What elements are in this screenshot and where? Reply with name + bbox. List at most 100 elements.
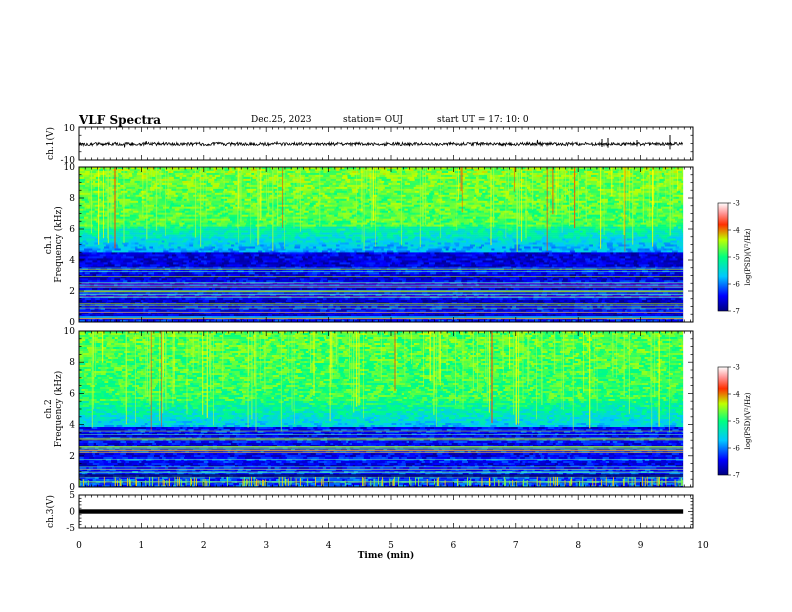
psd-cell	[289, 177, 293, 179]
psd-cell	[431, 225, 434, 227]
psd-cell	[287, 219, 293, 221]
psd-cell	[381, 197, 385, 199]
psd-cell	[499, 227, 503, 229]
psd-cell	[508, 211, 513, 213]
psd-cell	[569, 229, 573, 231]
psd-cell	[307, 227, 312, 229]
psd-cell	[408, 209, 412, 211]
psd-cell	[131, 183, 138, 185]
psd-cell	[613, 169, 617, 171]
psd-cell	[323, 213, 330, 215]
psd-cell	[342, 203, 347, 205]
psd-cell	[447, 229, 450, 231]
psd-cell	[149, 197, 153, 199]
psd-cell	[309, 177, 313, 179]
psd-cell	[604, 197, 610, 199]
psd-cell	[477, 171, 483, 173]
psd-cell	[269, 203, 272, 205]
psd-cell	[120, 203, 123, 205]
psd-cell	[228, 187, 232, 189]
psd-cell	[455, 209, 459, 211]
psd-cell	[87, 225, 91, 227]
psd-cell	[637, 179, 642, 181]
psd-cell	[400, 191, 404, 193]
psd-cell	[427, 215, 433, 217]
psd-cell	[126, 209, 131, 211]
psd-cell	[79, 211, 84, 213]
psd-cell	[391, 233, 398, 235]
psd-cell	[332, 185, 336, 187]
psd-cell	[175, 209, 180, 211]
psd-cell	[609, 215, 614, 217]
psd-cell	[241, 229, 244, 231]
psd-cell	[358, 191, 364, 193]
psd-cell	[630, 211, 637, 213]
psd-cell	[543, 229, 547, 231]
psd-cell	[542, 219, 546, 221]
psd-cell	[435, 209, 441, 211]
psd-cell	[416, 183, 423, 185]
psd-cell	[204, 219, 211, 221]
psd-cell	[500, 209, 506, 211]
psd-cell	[611, 227, 617, 229]
psd-cell	[281, 225, 288, 227]
psd-cell	[111, 225, 117, 227]
psd-cell	[492, 223, 498, 225]
psd-cell	[406, 193, 409, 195]
psd-cell	[501, 169, 505, 171]
psd-cell	[524, 181, 531, 183]
psd-cell	[278, 175, 283, 177]
psd-cell	[428, 201, 434, 203]
psd-cell	[608, 207, 612, 209]
psd-cell	[218, 213, 223, 215]
psd-cell	[663, 183, 667, 185]
psd-cell	[217, 181, 223, 183]
psd-cell	[414, 195, 418, 197]
psd-cell	[315, 209, 319, 211]
psd-cell	[278, 233, 282, 235]
psd-cell	[149, 193, 154, 195]
psd-cell	[391, 217, 396, 219]
psd-cell	[207, 175, 210, 177]
psd-cell	[398, 231, 404, 233]
psd-cell	[342, 177, 348, 179]
psd-cell	[307, 185, 313, 187]
psd-cell	[148, 235, 153, 237]
psd-cell	[181, 169, 185, 171]
psd-cell	[263, 185, 267, 187]
psd-cell	[450, 179, 456, 181]
psd-cell	[346, 211, 350, 213]
psd-cell	[618, 217, 622, 219]
psd-cell	[574, 231, 580, 233]
psd-cell	[316, 203, 320, 205]
psd-cell	[275, 211, 280, 213]
psd-cell	[391, 187, 397, 189]
psd-cell	[175, 229, 179, 231]
psd-cell	[532, 217, 538, 219]
psd-cell	[228, 233, 233, 235]
psd-cell	[90, 209, 96, 211]
psd-cell	[183, 197, 189, 199]
psd-cell	[187, 215, 192, 217]
psd-cell	[424, 229, 429, 231]
psd-cell	[306, 207, 313, 209]
psd-cell	[533, 223, 537, 225]
psd-cell	[582, 197, 585, 199]
psd-cell	[291, 183, 297, 185]
psd-cell	[602, 207, 608, 209]
psd-cell	[436, 201, 440, 203]
psd-cell	[177, 181, 183, 183]
psd-cell	[288, 187, 292, 189]
psd-cell	[130, 231, 134, 233]
psd-cell	[296, 235, 300, 237]
psd-cell	[97, 185, 103, 187]
psd-cell	[506, 207, 509, 209]
psd-cell	[201, 197, 205, 199]
psd-cell	[372, 201, 377, 203]
psd-cell	[305, 209, 309, 211]
psd-cell	[300, 233, 303, 235]
psd-cell	[311, 179, 315, 181]
psd-cell	[676, 169, 681, 171]
psd-cell	[244, 229, 250, 231]
psd-cell	[445, 213, 451, 215]
